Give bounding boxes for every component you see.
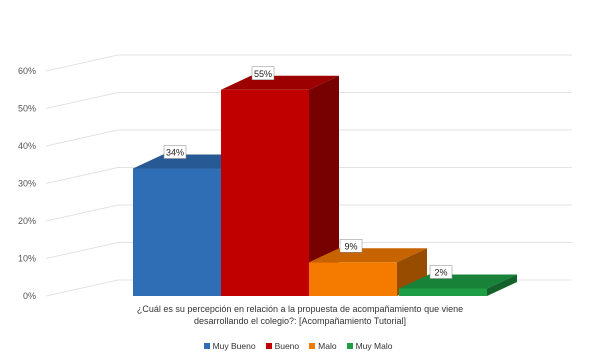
y-tick-label: 20% (18, 216, 36, 226)
legend-label: Bueno (274, 341, 300, 351)
gridline-slant (45, 279, 119, 297)
gridline-slant (45, 167, 119, 184)
legend-item-malo: Malo (309, 341, 337, 351)
bar-top (309, 248, 427, 263)
legend-item-muy-malo: Muy Malo (346, 341, 393, 351)
legend-label: Malo (318, 341, 337, 351)
legend-item-muy-bueno: Muy Bueno (203, 341, 256, 351)
legend-swatch (346, 343, 353, 349)
legend-swatch (203, 343, 210, 349)
data-label-box (429, 265, 453, 279)
legend-item-bueno: Bueno (265, 341, 300, 351)
y-tick-label: 0% (23, 291, 36, 301)
y-tick-label: 30% (18, 179, 36, 189)
data-label-box (251, 66, 275, 80)
y-tick-label: 60% (18, 66, 36, 76)
legend-swatch (265, 343, 272, 349)
legend-swatch (309, 343, 316, 349)
x-axis-caption: ¿Cuál es su percepción en relación a la … (60, 303, 540, 327)
legend-label: Muy Malo (355, 341, 393, 351)
gridline-slant (45, 54, 119, 72)
x-axis-caption-line-1: ¿Cuál es su percepción en relación a la … (136, 304, 464, 314)
data-label: 2% (434, 268, 447, 278)
y-tick-label: 40% (18, 141, 36, 151)
bar-top (399, 274, 517, 289)
bar-front (399, 288, 487, 296)
y-tick-label: 10% (18, 254, 36, 264)
bar-front (133, 168, 221, 296)
data-label-box (339, 239, 363, 253)
gridline-slant (45, 92, 119, 109)
data-label: 34% (166, 148, 184, 158)
bar-top (221, 75, 339, 90)
data-label: 9% (344, 241, 357, 251)
bar-side (487, 274, 517, 296)
data-label: 55% (254, 69, 272, 79)
gridline-slant (45, 129, 119, 147)
gridline-slant (45, 204, 119, 222)
bar-side (309, 75, 339, 296)
x-axis-caption-line-2: desarrollando el colegio?: [Acompañamien… (193, 316, 407, 326)
legend: Muy Bueno Bueno Malo Muy Malo (0, 341, 596, 351)
bar-front (309, 262, 397, 296)
legend-label: Muy Bueno (212, 341, 256, 351)
bar-front (221, 89, 309, 296)
gridline-slant (45, 242, 119, 259)
data-label-box (163, 145, 187, 159)
y-tick-label: 50% (18, 104, 36, 114)
